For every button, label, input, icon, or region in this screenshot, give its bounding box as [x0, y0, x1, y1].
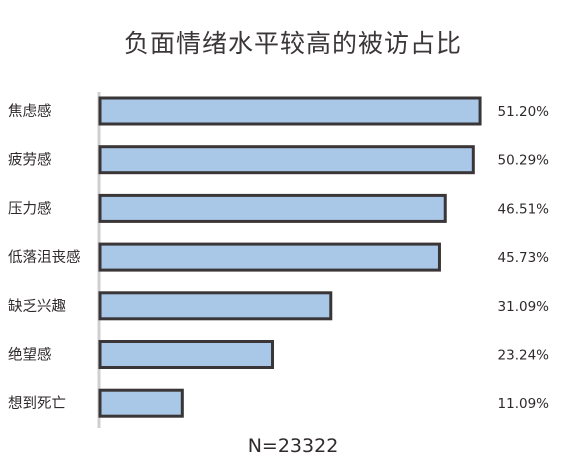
- value-label-2: 50.29%: [498, 153, 550, 169]
- category-label-4: 低落沮丧感: [8, 249, 81, 266]
- value-label-4: 45.73%: [498, 250, 550, 266]
- value-label-1: 51.20%: [498, 104, 550, 120]
- bar-3: [98, 193, 447, 223]
- value-label-6: 23.24%: [498, 348, 550, 364]
- value-labels-group: 51.20% 50.29% 46.51% 45.73% 31.09% 23.24% 11.0…: [498, 104, 550, 412]
- category-label-6: 绝望感: [8, 347, 52, 364]
- category-label-1: 焦虑感: [8, 103, 52, 120]
- category-label-5: 缺乏兴趣: [8, 298, 66, 315]
- value-label-7: 11.09%: [498, 396, 550, 412]
- bar-4: [98, 242, 441, 272]
- bar-6: [98, 340, 275, 369]
- sample-size-note: N=23322: [248, 435, 339, 457]
- category-label-3: 压力感: [8, 200, 52, 217]
- bar-2: [98, 145, 475, 175]
- value-label-3: 46.51%: [498, 201, 550, 217]
- category-label-7: 想到死亡: [8, 395, 66, 412]
- bars-group: [98, 96, 482, 418]
- value-label-5: 31.09%: [498, 299, 550, 315]
- bar-5: [98, 291, 333, 321]
- bar-1: [98, 96, 482, 126]
- chart-title: 负面情绪水平较高的被访占比: [124, 29, 462, 58]
- bar-7: [98, 388, 184, 418]
- category-label-2: 疲劳感: [8, 152, 52, 169]
